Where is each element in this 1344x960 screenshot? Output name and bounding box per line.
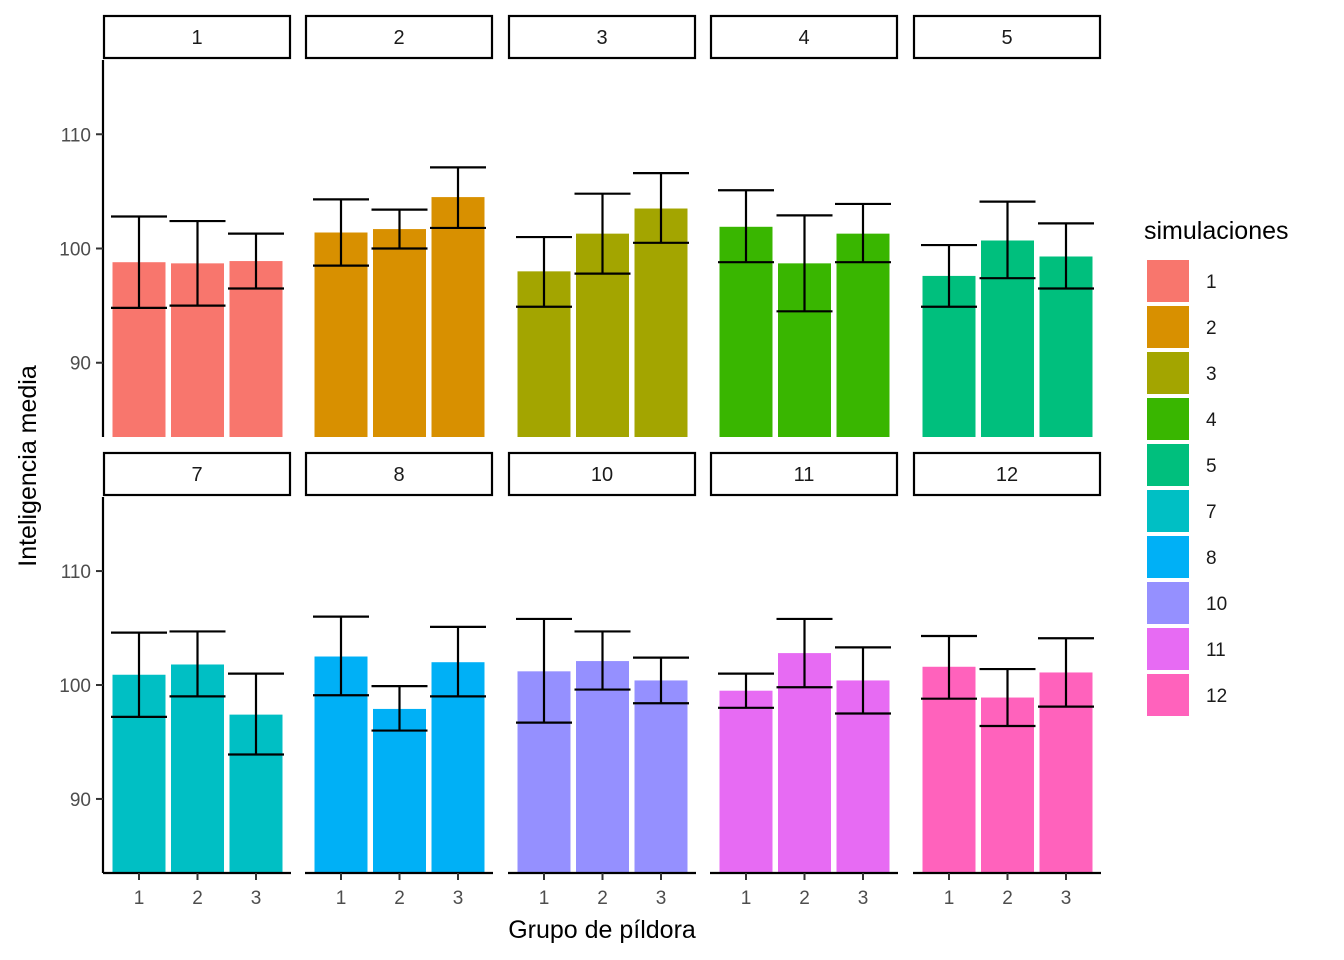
x-tick-label: 1 [336, 888, 347, 909]
bar [778, 653, 831, 873]
facet-strip [102, 14, 292, 60]
y-axis-title: Inteligencia media [14, 365, 42, 567]
legend-key [1147, 536, 1189, 578]
bar [634, 680, 688, 873]
facet-strip-label: 10 [591, 464, 613, 486]
y-tick-label: 110 [61, 125, 91, 146]
facet-panel: 7 90 100 110 1 2 3 [59, 451, 292, 909]
legend-label: 11 [1206, 640, 1226, 661]
facet-panel: 4 [709, 14, 899, 437]
legend-label: 3 [1206, 364, 1217, 385]
x-axis-title: Grupo de píldora [508, 916, 696, 944]
facet-strip-label: 3 [596, 27, 607, 49]
bar [229, 261, 283, 437]
facet-strip [304, 451, 494, 497]
legend-label: 1 [1206, 272, 1217, 293]
legend-key [1147, 582, 1189, 624]
x-tick-label: 1 [741, 888, 752, 909]
legend-label: 8 [1206, 548, 1217, 569]
bar [373, 708, 426, 873]
bar [431, 197, 485, 437]
x-tick-label: 2 [192, 888, 203, 909]
facet-panel: 10 1 2 3 [507, 451, 697, 909]
legend-key [1147, 398, 1189, 440]
legend-key [1147, 444, 1189, 486]
facet-strip-label: 7 [191, 464, 202, 486]
y-tick-label: 90 [70, 354, 91, 375]
facet-strip [912, 451, 1102, 497]
y-tick-label: 110 [61, 562, 91, 583]
legend-key [1147, 352, 1189, 394]
legend-label: 5 [1206, 456, 1217, 477]
legend-label: 7 [1206, 502, 1217, 523]
bar [171, 664, 224, 873]
x-tick-label: 3 [656, 888, 667, 909]
facet-strip [709, 14, 899, 60]
facet-strip-label: 2 [393, 27, 404, 49]
x-tick-label: 3 [453, 888, 464, 909]
legend-key [1147, 306, 1189, 348]
legend-key [1147, 260, 1189, 302]
bar [634, 208, 688, 437]
bar [576, 661, 629, 873]
x-tick-label: 1 [944, 888, 955, 909]
facet-strip [507, 451, 697, 497]
facet-panel: 1 90 100 110 [59, 14, 292, 437]
bar [373, 229, 426, 437]
y-tick-label: 100 [59, 240, 91, 261]
facet-panel: 8 1 2 3 [304, 451, 494, 909]
x-tick-label: 1 [539, 888, 550, 909]
x-tick-label: 3 [1061, 888, 1072, 909]
legend-title: simulaciones [1144, 217, 1289, 245]
facet-strip [507, 14, 697, 60]
x-tick-label: 1 [134, 888, 145, 909]
x-tick-label: 3 [858, 888, 869, 909]
facet-panel: 121 2 3 [912, 451, 1102, 909]
facet-panel: 3 [507, 14, 697, 437]
facet-strip-label: 1 [191, 27, 202, 49]
facet-strip-label: 8 [393, 464, 404, 486]
facet-strip-label: 11 [794, 464, 815, 486]
x-tick-label: 2 [1002, 888, 1013, 909]
x-tick-label: 3 [251, 888, 262, 909]
facet-strip-label: 5 [1001, 27, 1012, 49]
legend-key [1147, 674, 1189, 716]
facet-strip [709, 451, 899, 497]
y-tick-label: 90 [70, 790, 91, 811]
facet-strip [912, 14, 1102, 60]
facet-panel: 111 2 3 [709, 451, 899, 909]
legend-key [1147, 628, 1189, 670]
legend-key [1147, 490, 1189, 532]
y-tick-label: 100 [59, 676, 91, 697]
legend-label: 2 [1206, 318, 1217, 339]
facet-strip-label: 4 [798, 27, 809, 49]
legend-label: 12 [1206, 686, 1227, 707]
bar [836, 233, 890, 437]
facet-strip [304, 14, 494, 60]
legend-label: 4 [1206, 410, 1217, 431]
facet-panel: 2 [304, 14, 494, 437]
x-tick-label: 2 [597, 888, 608, 909]
facet-panel: 5 [912, 14, 1102, 437]
facet-strip [102, 451, 292, 497]
legend-label: 10 [1206, 594, 1227, 615]
x-tick-label: 2 [799, 888, 810, 909]
bar [922, 666, 976, 873]
bar [719, 690, 773, 873]
x-tick-label: 2 [394, 888, 405, 909]
facet-strip-label: 12 [996, 464, 1018, 486]
